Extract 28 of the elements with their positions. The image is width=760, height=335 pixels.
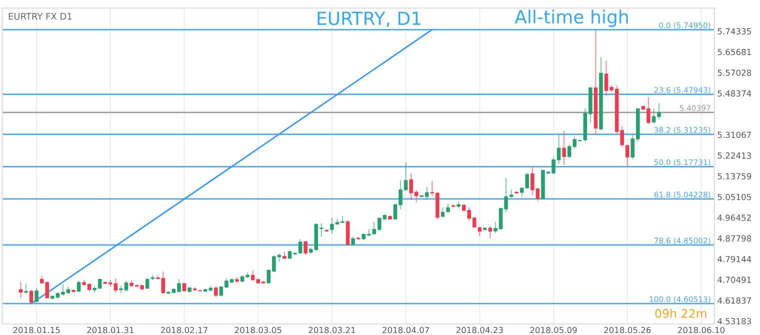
x-tick-label: 2018.04.23 bbox=[456, 326, 503, 334]
x-tick-label: 2018.01.31 bbox=[87, 326, 134, 334]
x-tick-label: 2018.03.05 bbox=[234, 326, 282, 334]
y-tick-label: 5.22413 bbox=[718, 152, 751, 159]
x-tick-label: 2018.05.09 bbox=[530, 326, 577, 334]
annotation: 09h 22m bbox=[655, 308, 706, 318]
x-tick-label: 2018.01.15 bbox=[13, 326, 60, 334]
x-tick-label: 2018.04.07 bbox=[382, 326, 429, 334]
y-tick-label: 5.57028 bbox=[718, 70, 752, 76]
y-tick-label: 4.70491 bbox=[718, 276, 751, 283]
x-tick-label: 2018.03.21 bbox=[308, 326, 356, 334]
x-tick-label: 2018.06.10 bbox=[678, 326, 725, 334]
y-tick-label: 5.48374 bbox=[718, 90, 752, 97]
y-tick-label: 5.31067 bbox=[718, 132, 751, 138]
annotation: EURTRY FX D1 bbox=[8, 13, 72, 20]
x-tick-label: 2018.05.26 bbox=[604, 326, 651, 334]
y-tick-label: 4.87798 bbox=[718, 235, 752, 242]
chart-title: EURTRY, D1 bbox=[318, 12, 420, 28]
y-tick-label: 5.74335 bbox=[718, 28, 751, 34]
y-tick-label: 5.65681 bbox=[718, 48, 751, 56]
annotation: All-time high bbox=[514, 10, 628, 28]
y-tick-label: 4.79144 bbox=[718, 256, 752, 262]
y-tick-label: 4.96452 bbox=[718, 214, 751, 221]
y-tick-label: 5.05105 bbox=[718, 194, 751, 200]
y-tick-label: 4.53183 bbox=[718, 318, 751, 324]
y-tick-label: 5.13759 bbox=[718, 173, 752, 180]
x-tick-label: 2018.02.17 bbox=[161, 326, 208, 334]
y-tick-label: 4.61837 bbox=[718, 297, 751, 304]
